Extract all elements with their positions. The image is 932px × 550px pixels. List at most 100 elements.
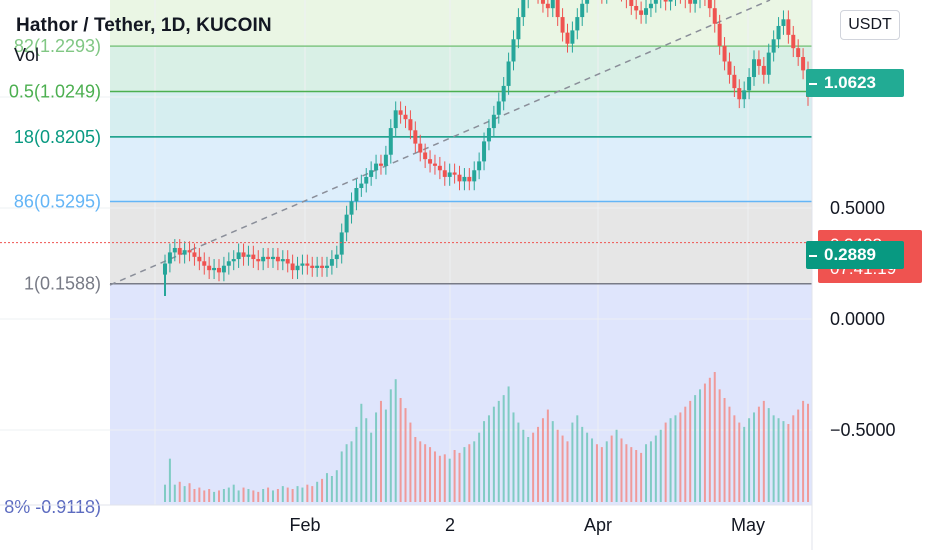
candle-body: [467, 176, 472, 182]
volume-bar: [473, 441, 476, 502]
volume-bar: [782, 421, 785, 502]
volume-bar: [311, 486, 314, 502]
volume-bar: [610, 435, 613, 502]
price-tag-fib-base-value: 0.2889: [824, 244, 876, 264]
candle-body: [550, 0, 555, 9]
volume-bar: [463, 447, 466, 502]
volume-bar: [419, 441, 422, 502]
candle-body: [585, 0, 590, 4]
volume-bar: [767, 408, 770, 502]
volume-bar: [404, 408, 407, 502]
candle-body: [388, 128, 393, 155]
candle-body: [786, 19, 791, 35]
candle-body: [482, 141, 487, 162]
volume-bar: [340, 451, 343, 502]
volume-bar: [198, 487, 201, 502]
volume-bar: [703, 383, 706, 502]
candle-body: [344, 214, 349, 233]
candle-body: [560, 17, 565, 33]
candle-body: [639, 10, 644, 15]
volume-bar: [689, 400, 692, 502]
volume-bar: [699, 389, 702, 502]
volume-bar: [414, 437, 417, 502]
fib-level-label: 8% -0.9118): [4, 497, 101, 517]
x-tick-label: May: [731, 515, 765, 535]
volume-bar: [713, 372, 716, 502]
candle-body: [216, 267, 221, 273]
volume-bar: [424, 444, 427, 502]
volume-bar: [193, 489, 196, 502]
volume-bar: [232, 484, 235, 502]
candle-body: [565, 32, 570, 44]
candle-body: [766, 52, 771, 75]
candle-body: [197, 256, 202, 262]
candle-body: [349, 201, 354, 215]
y-tick-label: −0.5000: [830, 420, 896, 440]
volume-bar: [777, 418, 780, 502]
candle-body: [393, 110, 398, 129]
volume-bar: [409, 422, 412, 502]
candle-body: [231, 259, 236, 262]
volume-bar: [718, 389, 721, 502]
y-tick-label: 0.0000: [830, 309, 885, 329]
volume-bar: [507, 386, 510, 502]
candle-body: [226, 261, 231, 266]
candle-body: [477, 161, 482, 171]
candle-body: [747, 77, 752, 91]
volume-bar: [183, 486, 186, 502]
volume-bar: [468, 444, 471, 502]
volume-bar: [213, 491, 216, 502]
volume-bar: [802, 400, 805, 502]
candle-body: [300, 263, 305, 266]
volume-bar: [664, 422, 667, 502]
chart-title[interactable]: Hathor / Tether, 1D, KUCOIN: [16, 15, 272, 36]
volume-bar: [757, 406, 760, 502]
volume-bar: [649, 441, 652, 502]
volume-bar: [566, 441, 569, 502]
candle-body: [182, 250, 187, 255]
volume-bar: [208, 489, 211, 502]
volume-bar: [267, 487, 270, 502]
fib-level-label: 86(0.5295): [14, 191, 101, 211]
volume-bar: [512, 412, 515, 502]
candle-body: [256, 259, 261, 262]
volume-bar: [448, 458, 451, 502]
volume-bar: [615, 429, 618, 502]
candle-body: [742, 90, 747, 100]
candle-body: [398, 110, 403, 115]
volume-bar: [600, 447, 603, 502]
candle-body: [712, 8, 717, 24]
candle-body: [570, 30, 575, 44]
volume-bar: [173, 484, 176, 502]
candle-body: [202, 261, 207, 266]
volume-bar: [478, 432, 481, 502]
candle-body: [540, 0, 545, 4]
volume-bar: [546, 409, 549, 502]
candle-body: [241, 252, 246, 257]
candle-body: [752, 59, 757, 78]
volume-bar: [394, 379, 397, 502]
volume-bar: [350, 441, 353, 502]
volume-bar: [674, 415, 677, 502]
candle-body: [663, 0, 668, 2]
candle-body: [648, 3, 653, 9]
candle-body: [447, 172, 452, 177]
currency-button[interactable]: USDT: [840, 10, 900, 40]
volume-bar: [669, 418, 672, 502]
candle-body: [359, 183, 364, 189]
candle-body: [801, 57, 806, 71]
candle-body: [285, 259, 290, 264]
candle-body: [212, 267, 217, 271]
candle-body: [280, 259, 285, 262]
volume-bar: [733, 415, 736, 502]
volume-bar: [532, 432, 535, 502]
volume-bar: [748, 418, 751, 502]
candle-body: [472, 170, 477, 182]
volume-bar: [762, 400, 765, 502]
volume-bar: [694, 395, 697, 502]
candle-body: [329, 259, 334, 266]
volume-bar: [492, 406, 495, 502]
candle-body: [172, 247, 177, 253]
volume-bar: [640, 452, 643, 502]
